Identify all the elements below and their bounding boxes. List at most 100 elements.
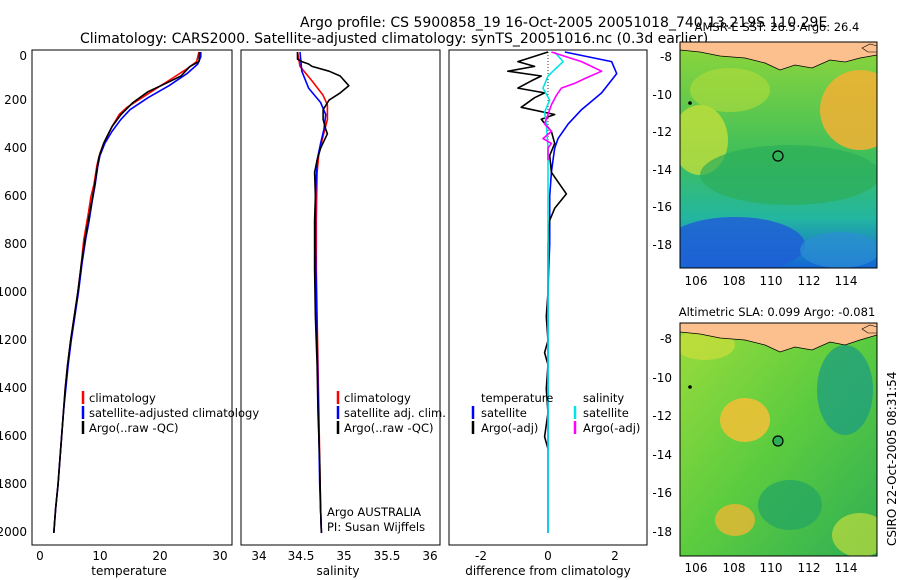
salinity-x-label: salinity	[316, 564, 359, 578]
difference-line-temperature-satellite	[547, 51, 618, 533]
sla-map-x-ticks: 106 108 110 112 114	[685, 561, 858, 575]
java-coastline	[680, 42, 877, 71]
temperature-line-satellite-adjusted-climatology	[53, 52, 202, 534]
salinity-line-satellite-adj-clim	[299, 51, 327, 534]
salinity-x-tick: 35	[336, 549, 351, 563]
lon-tick: 114	[835, 561, 858, 575]
temperature-line-climatology	[53, 51, 200, 534]
sst-map-x-ticks: 106 108 110 112 114	[685, 274, 858, 288]
depth-tick: 2000	[0, 525, 27, 539]
legend-label: climatology	[89, 391, 156, 405]
island	[861, 43, 877, 53]
depth-tick: 0	[19, 49, 27, 63]
temperature-x-tick: 20	[152, 549, 167, 563]
lon-tick: 108	[723, 561, 746, 575]
lat-tick: -10	[652, 88, 672, 102]
depth-tick: 1800	[0, 477, 27, 491]
legend-label: satellite-adjusted climatology	[89, 406, 259, 420]
lat-tick: -18	[652, 525, 672, 539]
lat-tick: -16	[652, 486, 672, 500]
depth-tick: 1000	[0, 285, 27, 299]
lon-tick: 112	[798, 561, 821, 575]
depth-tick: 1200	[0, 333, 27, 347]
lon-tick: 106	[685, 561, 708, 575]
lat-tick: -14	[652, 163, 672, 177]
temperature-series-group	[53, 51, 202, 534]
sla-map-y-ticks: -8 -10 -12 -14 -16 -18	[652, 332, 672, 539]
warm-patch	[680, 105, 728, 175]
high-sla-patch	[715, 504, 755, 536]
difference-line-salinity-argo-adj	[542, 51, 603, 161]
temperature-x-tick: 0	[36, 549, 44, 563]
depth-axis: 0 200 400 600 800 1000 1200 1400 1600 18…	[0, 49, 27, 539]
lat-tick: -8	[660, 332, 672, 346]
float-program-label: Argo AUSTRALIA	[327, 505, 421, 519]
warm-patch	[820, 70, 877, 150]
salinity-legend: climatology satellite adj. clim. Argo(..…	[327, 391, 446, 534]
lon-tick: 108	[723, 274, 746, 288]
lon-tick: 110	[760, 561, 783, 575]
lon-tick: 106	[685, 274, 708, 288]
depth-tick: 400	[4, 141, 27, 155]
legend-label: Argo(..raw -QC)	[344, 421, 434, 435]
salinity-line-argo-raw-qc	[296, 52, 350, 534]
legend-label: satellite	[583, 406, 629, 420]
figure-title-line2: Climatology: CARS2000. Satellite-adjuste…	[80, 31, 708, 47]
temperature-panel-frame	[31, 49, 233, 546]
sst-map-y-ticks: -8 -10 -12 -14 -16 -18	[652, 50, 672, 252]
lat-tick: -10	[652, 371, 672, 385]
float-location-marker	[772, 150, 784, 162]
java-coastline	[680, 323, 877, 353]
difference-series-group	[506, 51, 618, 533]
figure-title-line1: Argo profile: CS 5900858_19 16-Oct-2005 …	[300, 15, 827, 31]
legend-heading-temperature: temperature	[481, 391, 553, 405]
depth-tick: 1400	[0, 381, 27, 395]
legend-label: satellite	[481, 406, 527, 420]
lon-tick: 112	[798, 274, 821, 288]
salinity-line-climatology	[296, 51, 329, 534]
legend-label: satellite adj. clim.	[344, 406, 446, 420]
temperature-legend: climatology satellite-adjusted climatolo…	[81, 391, 259, 435]
temperature-x-tick: 30	[212, 549, 227, 563]
low-sla-patch	[817, 345, 873, 435]
legend-label: Argo(-adj)	[481, 421, 538, 435]
legend-heading-salinity: salinity	[583, 391, 624, 405]
lat-tick: -12	[652, 125, 672, 139]
cool-patch	[700, 145, 877, 205]
legend-label: Argo(-adj)	[583, 421, 640, 435]
lon-tick: 114	[835, 274, 858, 288]
difference-panel-frame	[448, 49, 648, 546]
temperature-line-argo-raw-qc	[53, 51, 201, 534]
difference-x-label: difference from climatology	[465, 564, 631, 578]
legend-label: Argo(..raw -QC)	[89, 421, 179, 435]
sla-map-title: Altimetric SLA: 0.099 Argo: -0.081	[679, 305, 876, 319]
principal-investigator-label: PI: Susan Wijffels	[327, 520, 425, 534]
salinity-x-tick: 34.5	[288, 549, 315, 563]
difference-legend: temperature satellite Argo(-adj) salinit…	[471, 391, 640, 435]
depth-tick: 600	[4, 189, 27, 203]
sst-map-title: AMSR-E SST: 26.5 Argo: 26.4	[695, 20, 860, 34]
lat-tick: -18	[652, 238, 672, 252]
difference-x-tick: 0	[544, 549, 552, 563]
lon-tick: 110	[760, 274, 783, 288]
sst-map-field	[680, 42, 877, 268]
salinity-series-group	[296, 51, 350, 534]
warm-patch	[690, 68, 770, 112]
temperature-x-label: temperature	[91, 564, 166, 578]
depth-tick: 200	[4, 93, 27, 107]
salinity-x-tick: 35.5	[374, 549, 401, 563]
cool-patch	[680, 217, 805, 268]
high-sla-patch	[720, 398, 770, 442]
temperature-x-tick: 10	[92, 549, 107, 563]
lat-tick: -8	[660, 50, 672, 64]
salinity-x-tick: 36	[422, 549, 437, 563]
low-sla-patch	[758, 480, 822, 530]
salinity-x-tick: 34	[251, 549, 266, 563]
lat-tick: -16	[652, 200, 672, 214]
difference-line-salinity-satellite	[542, 51, 564, 533]
depth-tick: 800	[4, 237, 27, 251]
island	[688, 101, 692, 105]
sla-map-frame	[679, 322, 878, 557]
sla-map-field	[680, 323, 877, 556]
